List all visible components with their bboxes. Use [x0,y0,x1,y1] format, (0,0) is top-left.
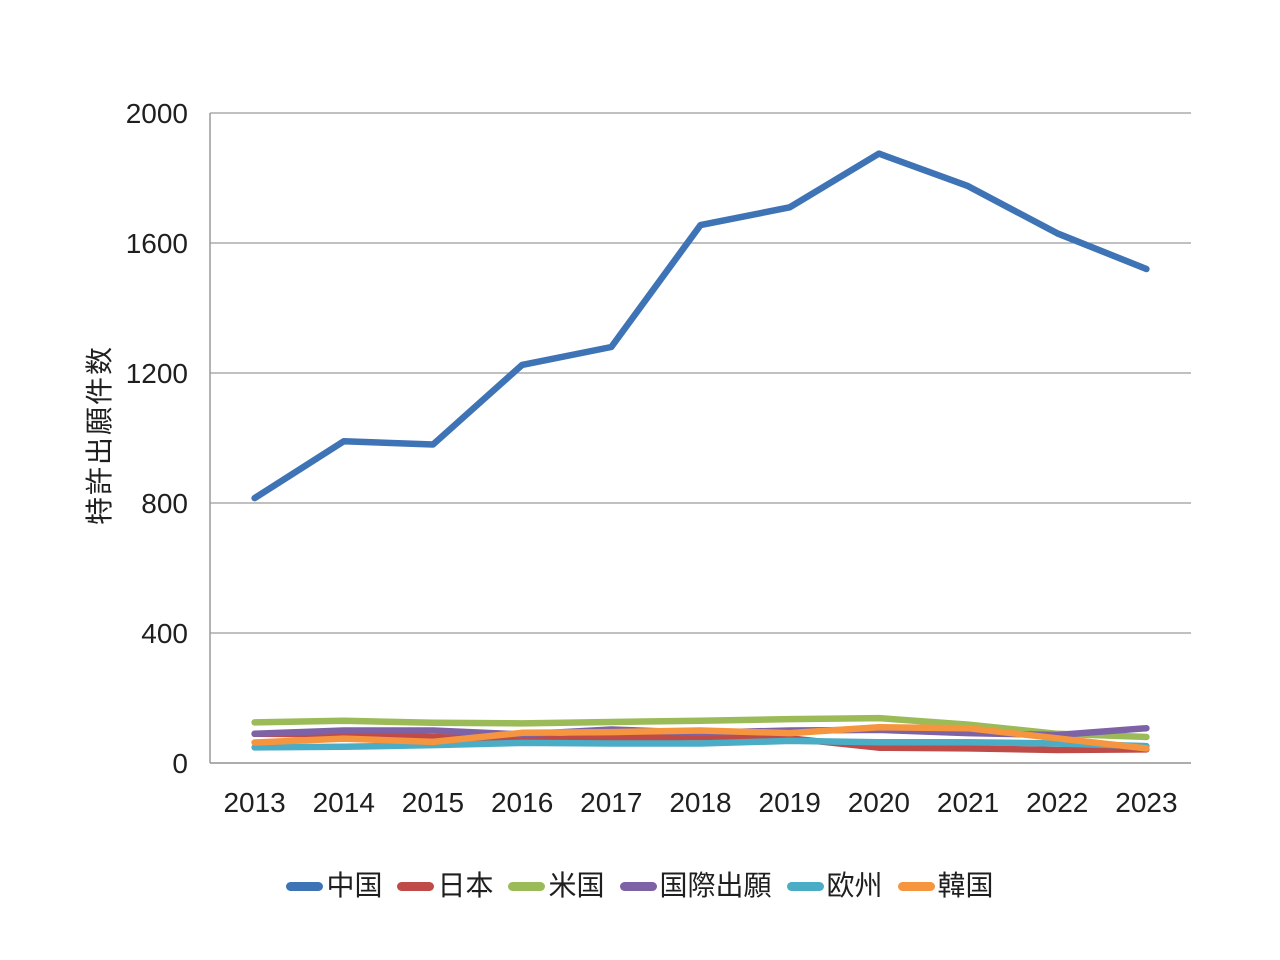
legend-item-japan: 日本 [397,870,494,902]
x-tick-label-2014: 2014 [313,787,375,818]
legend-swatch-international-application [619,881,657,891]
legend-label-china: 中国 [326,870,383,901]
series-line-japan [251,730,1150,754]
x-tick-label-2016: 2016 [491,787,553,818]
legend-label-korea: 韓国 [937,870,994,901]
x-tick-label-2021: 2021 [937,787,999,818]
legend-label-europe: 欧州 [826,870,883,901]
legend-swatch-europe [786,881,824,891]
x-tick-label-2018: 2018 [669,787,731,818]
x-tick-label-2017: 2017 [580,787,642,818]
y-tick-label-1200: 1200 [126,358,188,389]
series-line-china [251,150,1150,502]
y-tick-label-400: 400 [141,618,188,649]
legend-swatch-china [286,881,324,891]
x-tick-label-2023: 2023 [1115,787,1177,818]
legend-label-usa: 米国 [548,870,605,901]
legend-label-japan: 日本 [437,870,494,901]
legend-item-europe: 欧州 [786,870,883,902]
legend: 中国 日本 米国 国際出願 欧州 韓国 [0,870,1280,902]
legend-item-international-application: 国際出願 [619,870,772,902]
legend-item-korea: 韓国 [897,870,994,902]
legend-label-international-application: 国際出願 [659,870,772,901]
x-tick-label-2020: 2020 [848,787,910,818]
x-tick-label-2019: 2019 [759,787,821,818]
y-tick-label-2000: 2000 [126,98,188,129]
y-tick-label-0: 0 [172,748,188,779]
legend-swatch-japan [397,881,435,891]
y-axis-title: 特許出願件数 [84,344,115,526]
legend-swatch-korea [897,881,935,891]
y-tick-label-800: 800 [141,488,188,519]
x-tick-label-2013: 2013 [223,787,285,818]
series-line-europe [251,737,1150,751]
series-line-korea [251,724,1150,752]
legend-item-usa: 米国 [508,870,605,902]
series-line-usa [251,714,1150,741]
x-tick-label-2015: 2015 [402,787,464,818]
x-tick-label-2022: 2022 [1026,787,1088,818]
legend-swatch-usa [508,881,546,891]
y-tick-label-1600: 1600 [126,228,188,259]
legend-item-china: 中国 [286,870,383,902]
